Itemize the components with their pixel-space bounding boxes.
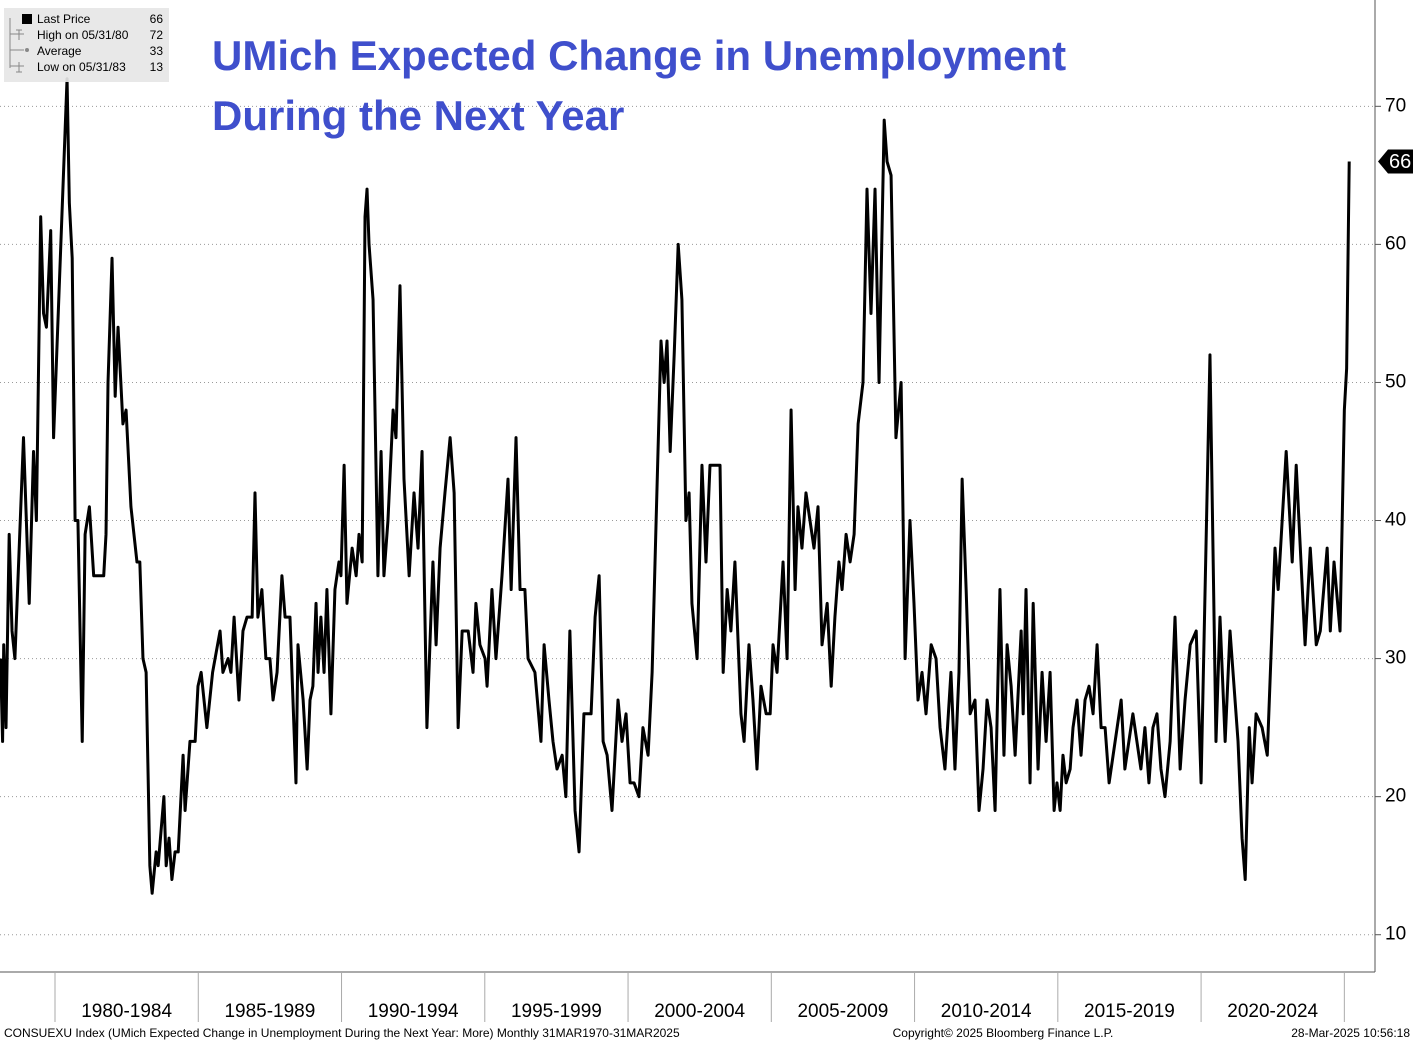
legend-label: Last Price [37,12,91,26]
x-tick-label: 2020-2024 [1227,1001,1318,1022]
y-tick-label: 40 [1385,510,1406,531]
last-value-label: 66 [1389,151,1411,173]
legend-value: 72 [150,28,164,42]
x-tick-label: 2005-2009 [797,1001,888,1022]
x-tick-label: 2015-2019 [1084,1001,1175,1022]
line [0,77,1351,895]
footer-left: CONSUEXU Index (UMich Expected Change in… [4,1026,680,1040]
legend-tree [9,18,24,73]
y-tick-label: 70 [1385,95,1406,116]
x-tick-label: 1995-1999 [511,1001,602,1022]
legend-value: 13 [150,60,164,74]
legend-label: Low on 05/31/83 [37,60,126,74]
last-value-tag [1378,149,1413,174]
legend-label: High on 05/31/80 [37,28,129,42]
y-tick-label: 50 [1385,371,1406,392]
legend-label: Average [37,44,82,58]
y-tick-label: 30 [1385,648,1406,669]
x-tick-label: 2000-2004 [654,1001,745,1022]
x-tick-label: 1980-1984 [81,1001,172,1022]
x-tick-label: 1990-1994 [368,1001,459,1022]
y-tick-label: 20 [1385,786,1406,807]
plot [0,77,1351,895]
legend-icon [22,14,32,24]
footer-center: Copyright© 2025 Bloomberg Finance L.P. [893,1026,1114,1040]
legend-icon [25,48,29,52]
legend-value: 66 [150,12,164,26]
x-tick-label: 2010-2014 [941,1001,1032,1022]
grid [0,0,1381,1022]
footer-right: 28-Mar-2025 10:56:18 [1291,1026,1410,1040]
y-tick-label: 10 [1385,924,1406,945]
legend-value: 33 [150,44,164,58]
x-tick-label: 1985-1989 [224,1001,315,1022]
chart-title: UMich Expected Change in Unemployment Du… [212,32,1067,139]
y-tick-label: 60 [1385,233,1406,254]
